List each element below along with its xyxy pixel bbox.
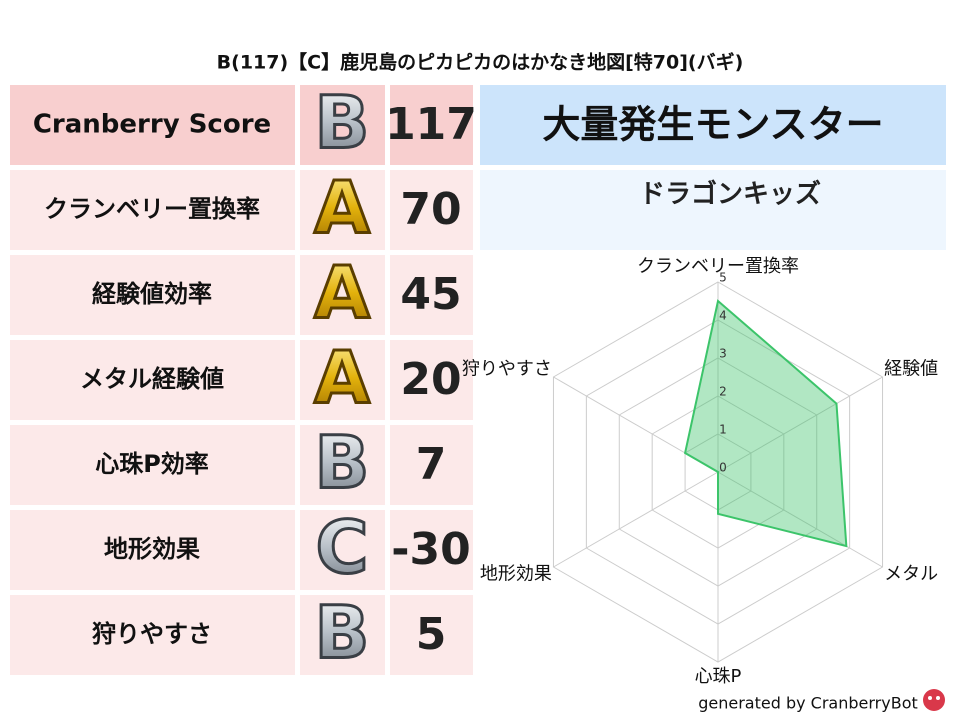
- row-value: 5: [416, 609, 447, 660]
- grade-letter: B: [315, 421, 370, 505]
- label-cell: [10, 170, 295, 250]
- grade-letter: B: [315, 591, 370, 675]
- value-cell: [390, 425, 473, 505]
- grade-letter: A: [314, 336, 370, 420]
- axis-label: 狩りやすさ: [462, 359, 552, 380]
- spoke: [717, 376, 883, 473]
- r-tick-label: 2: [719, 385, 727, 399]
- row-value: -30: [391, 524, 471, 575]
- grade-cell: [300, 510, 385, 590]
- value-cell: [390, 170, 473, 250]
- r-tick-label: 0: [719, 461, 727, 475]
- grade-cell: [300, 255, 385, 335]
- value-cell: [390, 255, 473, 335]
- label-cell: [10, 255, 295, 335]
- label-cell: [10, 340, 295, 420]
- r-tick-label: 3: [719, 347, 727, 361]
- value-cell: [390, 340, 473, 420]
- axis-label: 地形効果: [480, 564, 552, 585]
- grade-letter: B: [315, 81, 370, 165]
- axis-label: クランベリー置換率: [637, 256, 799, 277]
- row-value: 70: [400, 184, 461, 235]
- spoke: [717, 471, 883, 568]
- row-label: 狩りやすさ: [92, 620, 212, 648]
- spoke: [553, 471, 719, 568]
- label-cell: [10, 595, 295, 675]
- monster-heading: 大量発生モンスター: [542, 103, 883, 147]
- bot-icon: [923, 689, 945, 711]
- grade-letter: C: [316, 506, 369, 590]
- axis-label: メタル: [884, 564, 938, 585]
- label-cell: [10, 510, 295, 590]
- bot-icon-eye: [936, 696, 940, 700]
- row-label: 心珠P効率: [95, 450, 209, 478]
- row-label: クランベリー置換率: [44, 195, 260, 223]
- row-label: 地形効果: [104, 535, 200, 563]
- label-cell: [10, 85, 295, 165]
- grade-letter: A: [314, 166, 370, 250]
- row-value: 20: [400, 354, 461, 405]
- grade-cell: [300, 595, 385, 675]
- row-label: メタル経験値: [80, 365, 224, 393]
- axis-label: 心珠P: [695, 666, 742, 687]
- value-cell: [390, 85, 473, 165]
- bot-icon-eye: [928, 696, 932, 700]
- label-cell: [10, 425, 295, 505]
- grade-cell: [300, 425, 385, 505]
- value-cell: [390, 595, 473, 675]
- row-value: 45: [400, 269, 461, 320]
- value-cell: [390, 510, 473, 590]
- row-value: 7: [416, 439, 447, 490]
- monster-header-cell: [480, 85, 946, 165]
- r-tick-label: 5: [719, 271, 727, 285]
- grade-cell: [300, 85, 385, 165]
- grade-cell: [300, 340, 385, 420]
- monster-name-cell: [480, 170, 946, 250]
- row-label: 経験値効率: [92, 280, 212, 308]
- r-tick-label: 4: [719, 309, 727, 323]
- grade-cell: [300, 170, 385, 250]
- radar-area: [683, 299, 848, 548]
- row-label: Cranberry Score: [33, 110, 271, 140]
- r-tick-label: 1: [719, 423, 727, 437]
- page-title: B(117)【C】鹿児島のピカピカのはかなき地図[特70](バギ): [217, 51, 744, 74]
- footer: generated by CranberryBot: [698, 694, 918, 713]
- grade-letter: A: [314, 251, 370, 335]
- monster-name: ドラゴンキッズ: [639, 179, 821, 210]
- axis-label: 経験値: [884, 359, 938, 380]
- row-value: 117: [385, 99, 477, 150]
